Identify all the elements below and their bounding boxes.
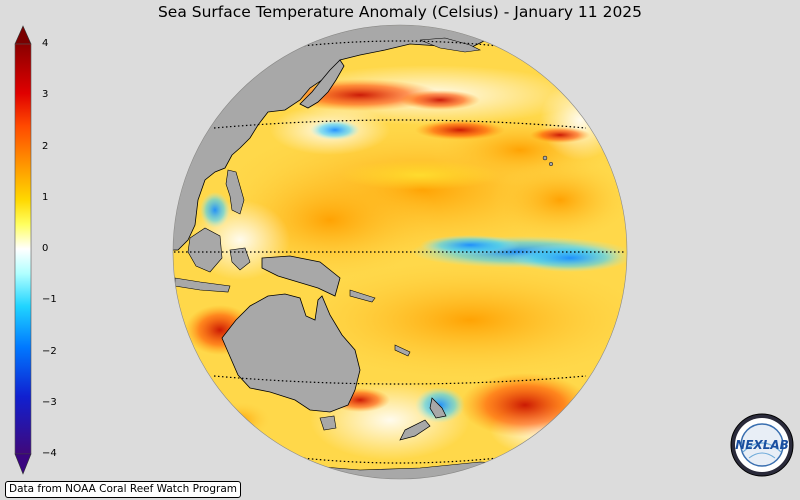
colorbar-tick-label: 1 [42, 191, 49, 203]
land-japan [299, 59, 345, 109]
nexlab-logo-icon: NEXLAB [730, 413, 794, 477]
colorbar-tick-label: −4 [42, 448, 57, 459]
colorbar-tick-label: 4 [42, 38, 49, 49]
land-nz-south [399, 419, 431, 441]
colorbar-min-arrow [14, 453, 32, 475]
land-new-guinea [261, 255, 341, 297]
colorbar-tick-label: 2 [42, 140, 49, 152]
colorbar-tick-label: −1 [42, 294, 57, 306]
graticule [174, 40, 626, 464]
colorbar-tick-label: 3 [42, 89, 49, 101]
land-australia [221, 293, 361, 413]
colorbar: 4 3 2 1 0 −1 −2 −3 −4 [12, 22, 72, 482]
colorbar-tick-label: −2 [42, 345, 57, 357]
map-title: Sea Surface Temperature Anomaly (Celsius… [157, 3, 643, 21]
land-nz-north [429, 397, 447, 419]
colorbar-gradient [14, 25, 32, 475]
ocean-anomaly-field [173, 25, 627, 479]
logo-text: NEXLAB [735, 438, 789, 452]
colorbar-tick-label: 0 [42, 243, 49, 254]
colorbar-tick-label: −3 [42, 396, 57, 408]
data-credit: Data from NOAA Coral Reef Watch Program [5, 481, 241, 498]
